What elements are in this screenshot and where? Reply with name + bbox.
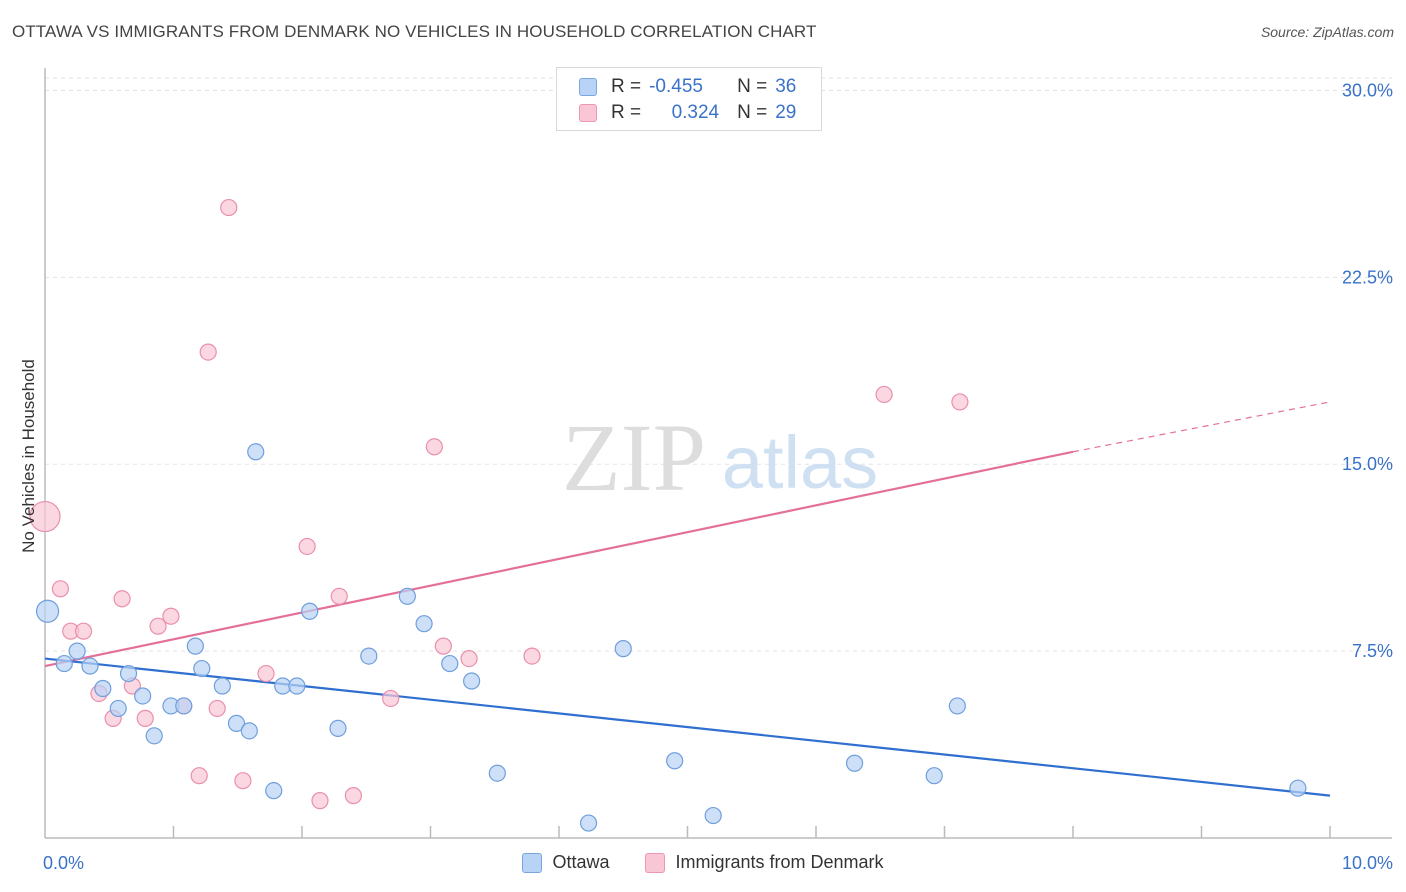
y-axis-label: No Vehicles in Household [19,359,38,553]
watermark: ZIP atlas [562,404,878,511]
legend-r-value: 0.324 [671,102,720,123]
chart-source: Source: ZipAtlas.com [1260,24,1394,40]
point-ottawa [1289,779,1307,797]
point-denmark [29,500,61,533]
x-tick-label: 0.0% [43,853,84,873]
point-denmark [74,622,93,640]
tick-labels: 7.5% 15.0% 22.5% 30.0% 0.0% 10.0% [43,80,1393,873]
point-ottawa [119,664,138,683]
legend-swatch-ottawa [522,852,543,873]
point-ottawa [81,657,99,675]
point-denmark [220,198,238,217]
trend-line-denmark [44,450,1074,668]
point-ottawa [845,754,864,772]
point-ottawa [109,699,127,718]
legend-row-ottawa: R = -0.455 N = 36 [579,75,796,99]
legend-swatch-ottawa [579,78,597,96]
axes [44,68,1392,839]
legend-item-denmark: Immigrants from Denmark [645,852,884,873]
point-ottawa [68,642,86,660]
point-denmark [162,607,180,625]
series-legend: Ottawa Immigrants from Denmark [0,852,1406,873]
point-denmark [190,767,208,785]
legend-r-value: -0.455 [649,76,703,97]
point-ottawa [145,727,163,745]
point-denmark [875,385,893,404]
point-ottawa [175,697,193,715]
point-ottawa [213,677,231,695]
legend-r-label: R = [611,76,642,97]
legend-swatch-denmark [579,104,597,122]
point-ottawa [614,640,632,658]
point-ottawa [227,714,246,732]
point-ottawa [579,814,598,832]
legend-label-denmark: Immigrants from Denmark [675,852,884,872]
point-ottawa [55,654,73,673]
y-tick-label: 22.5% [1342,267,1393,287]
x-tick-label: 10.0% [1342,853,1393,873]
y-tick-label: 30.0% [1342,80,1393,100]
watermark-zip: ZIP [562,404,706,511]
point-denmark [425,438,443,456]
trend-line-denmark-extension [1072,401,1331,453]
point-denmark [199,343,217,361]
grid-lines [45,77,1392,652]
point-denmark [51,580,70,598]
point-ottawa [301,602,319,620]
point-ottawa [415,615,433,633]
point-ottawa [35,599,60,623]
legend-n-label: N = [737,76,768,97]
y-tick-label: 15.0% [1342,454,1393,474]
point-ottawa [488,764,506,782]
stats-legend: R = -0.455 N = 36 R = 0.324 N = 29 [556,67,822,131]
point-ottawa [134,687,152,705]
point-denmark [951,393,969,411]
data-points [29,198,1307,832]
point-denmark [344,787,362,805]
point-ottawa [288,677,306,695]
point-denmark [113,590,131,608]
point-ottawa [704,806,722,825]
legend-r-label: R = [611,102,642,123]
point-ottawa [948,697,966,715]
point-ottawa [441,654,459,673]
trend-line-ottawa [44,657,1331,797]
point-denmark [330,587,348,605]
legend-swatch-denmark [645,852,666,873]
point-denmark [149,617,167,635]
point-denmark [382,689,400,708]
chart-title: OTTAWA VS IMMIGRANTS FROM DENMARK NO VEH… [12,22,817,41]
legend-row-denmark: R = 0.324 N = 29 [579,101,796,125]
point-ottawa [925,767,943,785]
legend-n-label: N = [737,102,768,123]
point-ottawa [360,647,378,665]
point-denmark [523,647,541,665]
point-denmark [298,537,316,556]
point-ottawa [666,752,684,770]
point-ottawa [265,782,283,800]
point-denmark [136,709,154,727]
point-denmark [460,649,478,668]
legend-label-ottawa: Ottawa [552,852,610,872]
legend-n-value: 29 [775,102,797,123]
point-ottawa [186,637,204,655]
point-ottawa [193,659,211,678]
watermark-atlas: atlas [722,421,878,504]
y-tick-label: 7.5% [1352,641,1393,661]
point-denmark [434,637,452,655]
point-ottawa [463,672,481,690]
point-ottawa [329,719,347,737]
legend-item-ottawa: Ottawa [522,852,609,873]
legend-n-value: 36 [775,76,797,97]
trend-lines [44,401,1331,797]
point-ottawa [94,679,112,698]
point-denmark [234,772,252,790]
point-denmark [257,664,275,683]
point-ottawa [247,443,265,461]
point-ottawa [240,722,258,740]
point-denmark [208,699,226,718]
point-denmark [311,792,329,810]
point-ottawa [398,587,416,605]
